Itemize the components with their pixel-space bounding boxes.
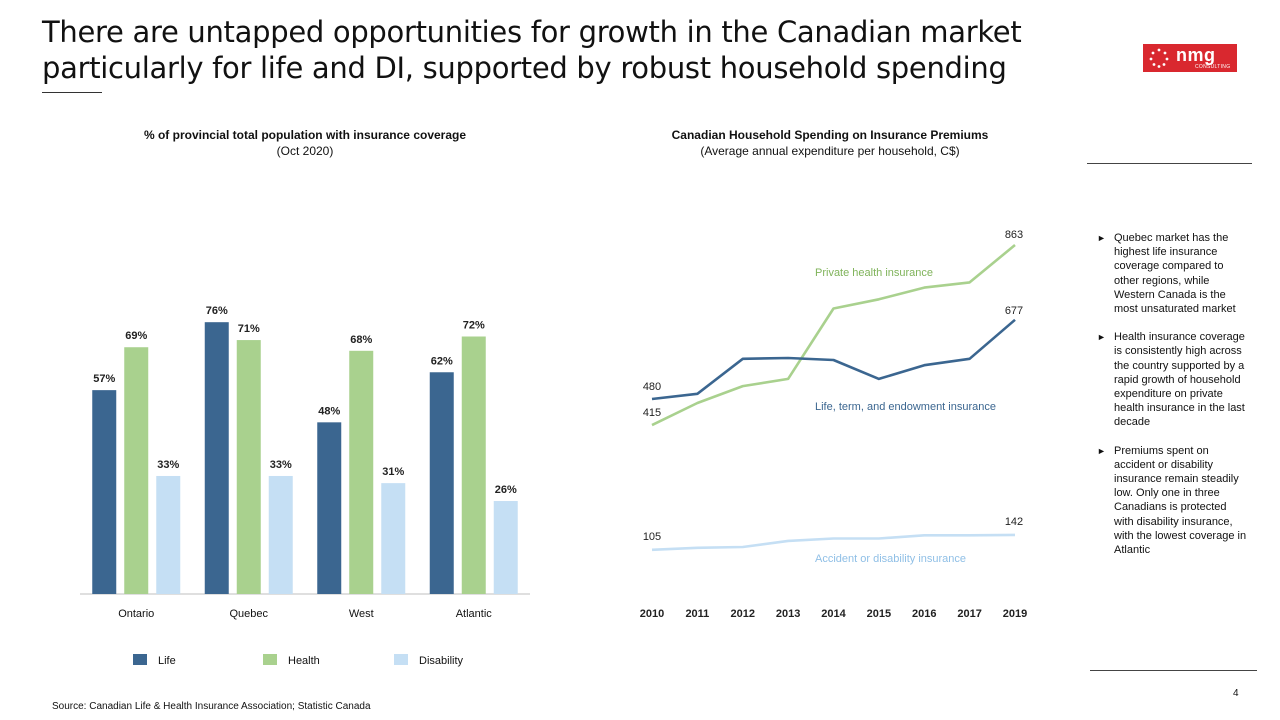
series-name-label: Life, term, and endowment insurance xyxy=(815,401,996,413)
bar-health-west xyxy=(349,350,374,594)
logo-text: nmg xyxy=(1176,45,1216,65)
bar-data-label: 68% xyxy=(350,334,372,346)
x-tick-label: Ontario xyxy=(118,608,154,620)
arrow-bullet-icon: ► xyxy=(1097,445,1106,456)
bar-chart: 57% 69% 33% Ontario 76% 71% 33% Quebec 48% 68% 31%… xyxy=(80,305,530,667)
arrow-bullet-icon: ► xyxy=(1097,332,1106,343)
series-start-label: 415 xyxy=(643,407,661,419)
bar-chart-subtitle: (Oct 2020) xyxy=(276,144,334,158)
bar-data-label: 57% xyxy=(93,373,115,385)
series-start-label: 480 xyxy=(643,381,661,393)
x-tick-label: 2014 xyxy=(821,608,846,620)
sidebar-top-rule xyxy=(1087,163,1252,164)
legend-label-health: Health xyxy=(288,655,320,667)
takeaway-item: ► Quebec market has the highest life ins… xyxy=(1097,231,1249,316)
bar-health-ontario xyxy=(124,347,149,594)
x-tick-label: 2015 xyxy=(867,608,891,620)
bar-chart-title: % of provincial total population with in… xyxy=(143,128,467,142)
takeaway-text: Health insurance coverage is consistentl… xyxy=(1114,331,1245,429)
takeaway-item: ► Health insurance coverage is consisten… xyxy=(1097,330,1249,429)
legend-swatch-health xyxy=(263,654,277,665)
line-chart-subtitle: (Average annual expenditure per househol… xyxy=(700,144,960,158)
bar-disability-ontario xyxy=(156,475,181,594)
x-tick-label: 2011 xyxy=(685,608,709,620)
takeaway-text: Premiums spent on accident or disability… xyxy=(1114,444,1247,557)
source-note: Source: Canadian Life & Health Insurance… xyxy=(52,701,371,712)
sidebar-bottom-rule xyxy=(1090,670,1257,671)
bar-data-label: 48% xyxy=(318,405,340,417)
nmg-logo: nmg CONSULTING xyxy=(1143,44,1237,72)
legend-swatch-life xyxy=(133,654,147,665)
series-start-label: 105 xyxy=(643,531,661,543)
bar-disability-quebec xyxy=(268,475,293,594)
series-name-label: Private health insurance xyxy=(815,267,933,279)
bar-life-ontario xyxy=(92,390,117,594)
x-tick-label: Quebec xyxy=(229,608,268,620)
takeaway-item: ► Premiums spent on accident or disabili… xyxy=(1097,444,1249,558)
legend-swatch-disability xyxy=(394,654,408,665)
x-tick-label: 2017 xyxy=(957,608,981,620)
key-takeaways: ► Quebec market has the highest life ins… xyxy=(1097,231,1249,571)
series-end-label: 677 xyxy=(1005,305,1023,317)
series-end-label: 142 xyxy=(1005,516,1023,528)
bar-life-quebec xyxy=(204,322,229,594)
bar-disability-atlantic xyxy=(493,501,518,594)
logo-mark-icon xyxy=(1149,48,1169,68)
x-tick-label: Atlantic xyxy=(456,608,493,620)
bar-data-label: 71% xyxy=(238,323,260,335)
x-tick-label: 2012 xyxy=(731,608,755,620)
series-name-label: Accident or disability insurance xyxy=(815,553,966,565)
legend-label-disability: Disability xyxy=(419,655,464,667)
line-series-1 xyxy=(651,318,1016,401)
line-chart: Private health insurance 415 863 Life, term… xyxy=(640,229,1027,620)
x-tick-label: West xyxy=(349,608,374,620)
bar-health-quebec xyxy=(236,340,261,594)
bar-data-label: 26% xyxy=(495,484,517,496)
bar-data-label: 62% xyxy=(431,355,453,367)
bar-data-label: 72% xyxy=(463,319,485,331)
x-tick-label: 2016 xyxy=(912,608,936,620)
bar-data-label: 31% xyxy=(382,466,404,478)
arrow-bullet-icon: ► xyxy=(1097,233,1106,243)
bar-life-atlantic xyxy=(429,372,454,594)
page-number: 4 xyxy=(1233,688,1239,699)
x-tick-label: 2010 xyxy=(640,608,664,620)
line-chart-title-block: Canadian Household Spending on Insurance… xyxy=(600,127,1060,159)
title-underline xyxy=(42,92,102,93)
series-end-label: 863 xyxy=(1005,229,1023,241)
logo-subtext: CONSULTING xyxy=(1195,64,1231,70)
line-chart-title: Canadian Household Spending on Insurance… xyxy=(671,128,989,142)
bar-data-label: 33% xyxy=(270,459,292,471)
line-series-0 xyxy=(651,243,1016,427)
line-series-2 xyxy=(651,533,1016,552)
bar-disability-west xyxy=(381,483,406,594)
bar-health-atlantic xyxy=(461,336,486,594)
x-tick-label: 2013 xyxy=(776,608,800,620)
slide-title: There are untapped opportunities for gro… xyxy=(42,15,1022,85)
bar-data-label: 33% xyxy=(157,459,179,471)
bar-data-label: 76% xyxy=(206,305,228,317)
bar-chart-title-block: % of provincial total population with in… xyxy=(80,127,530,159)
bar-data-label: 69% xyxy=(125,330,147,342)
bar-life-west xyxy=(317,422,342,594)
x-tick-label: 2019 xyxy=(1003,608,1027,620)
legend-label-life: Life xyxy=(158,655,176,667)
takeaway-text: Quebec market has the highest life insur… xyxy=(1114,232,1236,316)
